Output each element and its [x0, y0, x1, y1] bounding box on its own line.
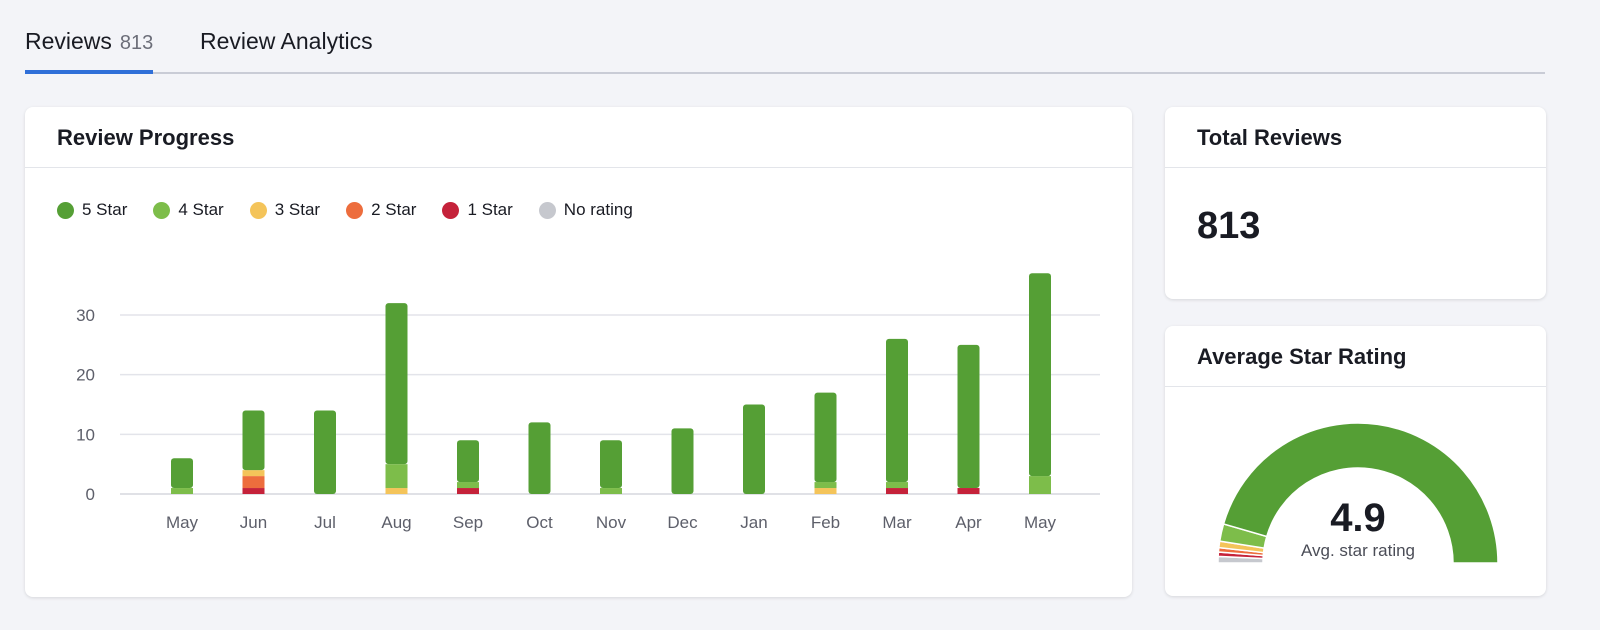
chart-legend: 5 Star 4 Star 3 Star 2 Star 1 Star No rating: [57, 200, 633, 220]
bar-segment-5-star[interactable]: [814, 392, 837, 483]
x-tick-label: May: [1024, 513, 1057, 532]
y-tick-label: 20: [76, 366, 95, 385]
x-tick-label: Feb: [811, 513, 840, 532]
x-tick-label: Aug: [381, 513, 411, 532]
bar-segment-5-star[interactable]: [171, 458, 193, 489]
bar-stack[interactable]: [957, 344, 980, 494]
bar-segment-3-star[interactable]: [242, 470, 265, 477]
bar-stack[interactable]: [171, 458, 193, 494]
bar-segment-2-star[interactable]: [242, 476, 265, 489]
bar-segment-3-star[interactable]: [385, 488, 408, 494]
bar-segment-1-star[interactable]: [457, 488, 479, 494]
bar-stack[interactable]: [1029, 273, 1051, 494]
legend-dot: [538, 201, 556, 219]
tab-bar: Reviews 813 Review Analytics: [25, 0, 1545, 74]
legend-dot: [153, 201, 171, 219]
bar-segment-5-star[interactable]: [671, 428, 694, 494]
bar-segment-1-star[interactable]: [886, 488, 908, 494]
legend-label: 2 Star: [371, 200, 417, 219]
legend-dot: [346, 201, 364, 219]
bar-stack[interactable]: [385, 303, 408, 494]
tab-reviews[interactable]: Reviews 813: [25, 28, 154, 74]
average-rating-card: Average Star Rating 4.9 Avg. star rating: [1165, 326, 1546, 596]
total-reviews-value: 813: [1197, 205, 1261, 247]
bar-stack[interactable]: [814, 392, 837, 494]
bar-stack[interactable]: [600, 440, 622, 494]
gauge-segment-5-star: [1222, 422, 1499, 564]
legend-dot: [57, 201, 74, 219]
legend-item[interactable]: 4 Star: [153, 200, 224, 220]
bar-segment-5-star[interactable]: [314, 410, 336, 494]
y-tick-label: 10: [76, 425, 95, 444]
bar-segment-5-star[interactable]: [1029, 273, 1051, 477]
bar-segment-5-star[interactable]: [457, 440, 479, 483]
bar-segment-5-star[interactable]: [743, 404, 765, 495]
bar-stack[interactable]: [242, 410, 265, 494]
x-tick-label: Apr: [955, 513, 982, 532]
bar-stack[interactable]: [314, 410, 336, 494]
legend-item[interactable]: 2 Star: [346, 200, 416, 220]
bar-segment-4-star[interactable]: [457, 482, 479, 489]
legend-label: 5 Star: [82, 200, 128, 219]
x-tick-label: Jul: [314, 513, 336, 532]
legend-dot: [249, 201, 267, 219]
bar-segment-5-star[interactable]: [385, 303, 408, 465]
bar-segment-4-star[interactable]: [171, 488, 193, 494]
legend-dot: [442, 201, 460, 219]
bar-segment-5-star[interactable]: [957, 344, 980, 489]
bar-segment-1-star[interactable]: [957, 488, 980, 494]
bar-segment-5-star[interactable]: [886, 338, 908, 483]
bar-segment-4-star[interactable]: [1029, 476, 1051, 494]
x-tick-label: Jan: [740, 513, 767, 532]
legend-label: No rating: [563, 200, 633, 219]
bar-segment-5-star[interactable]: [528, 422, 551, 494]
bar-segment-5-star[interactable]: [600, 440, 622, 489]
bar-segment-4-star[interactable]: [886, 482, 908, 489]
x-tick-label: Dec: [667, 513, 698, 532]
average-rating-value: 4.9: [1330, 496, 1386, 540]
y-tick-label: 30: [76, 306, 95, 325]
x-tick-label: Mar: [882, 513, 912, 532]
y-tick-label: 0: [86, 485, 95, 504]
legend-label: 4 Star: [178, 200, 224, 219]
bar-segment-4-star[interactable]: [814, 482, 837, 489]
bar-stack[interactable]: [528, 422, 551, 494]
legend-item[interactable]: 1 Star: [442, 200, 513, 220]
rating-gauge: [1217, 422, 1499, 564]
x-tick-label: Jun: [240, 513, 267, 532]
tab-review-analytics[interactable]: Review Analytics: [200, 28, 373, 54]
x-tick-label: Oct: [526, 513, 553, 532]
bar-segment-4-star[interactable]: [600, 488, 622, 494]
average-rating-label: Avg. star rating: [1300, 541, 1416, 560]
bar-stack[interactable]: [886, 338, 908, 494]
bar-stack[interactable]: [457, 440, 479, 494]
stacked-bar-chart: 0 10 20 30 May Jun Jul Aug Sep Oct Nov Dec Jan Feb Mar…: [76, 273, 1100, 532]
bar-segment-4-star[interactable]: [385, 464, 408, 489]
bar-stack[interactable]: [671, 428, 694, 494]
legend-label: 3 Star: [274, 200, 321, 219]
x-tick-label: Sep: [453, 513, 483, 532]
x-tick-label: May: [166, 513, 199, 532]
card-title: Average Star Rating: [1165, 326, 1546, 387]
tab-reviews-label: Reviews: [25, 28, 112, 54]
legend-item[interactable]: 3 Star: [249, 200, 321, 220]
bar-segment-1-star[interactable]: [242, 488, 265, 494]
legend-item[interactable]: No rating: [538, 200, 633, 220]
reviews-count-badge: 813: [119, 32, 154, 54]
x-tick-label: Nov: [596, 513, 627, 532]
legend-label: 1 Star: [467, 200, 513, 219]
legend-item[interactable]: 5 Star: [57, 200, 127, 220]
bar-segment-3-star[interactable]: [814, 488, 837, 494]
card-title: Total Reviews: [1165, 107, 1546, 168]
bar-stack[interactable]: [743, 404, 765, 495]
bar-segment-5-star[interactable]: [242, 410, 265, 471]
review-progress-card: Review Progress 5 Star 4 Star 3 Star 2 Star…: [25, 107, 1132, 597]
card-title: Review Progress: [25, 107, 1132, 168]
total-reviews-card: Total Reviews 813: [1165, 107, 1546, 299]
